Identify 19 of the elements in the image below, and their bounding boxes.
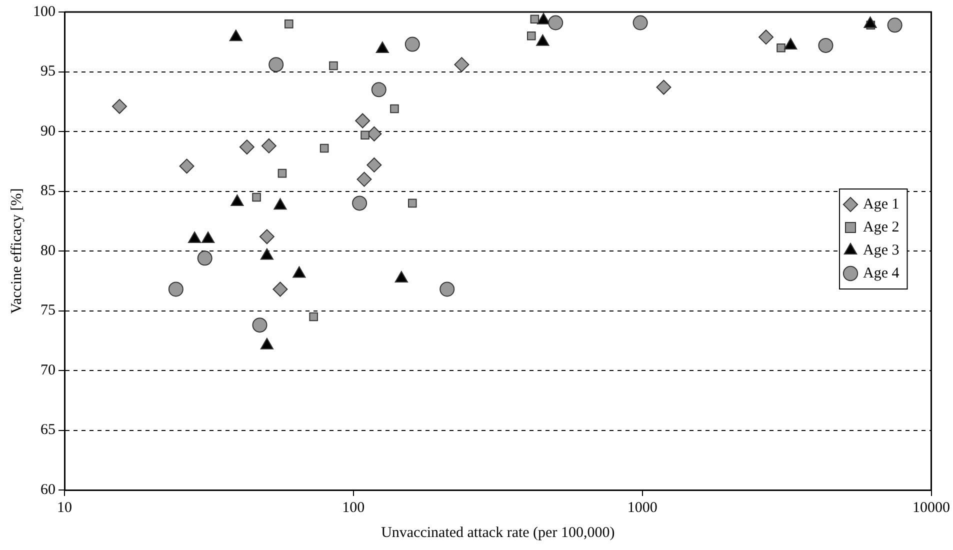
legend-label: Age 4 bbox=[863, 265, 900, 282]
y-tick-label: 65 bbox=[40, 422, 56, 438]
y-tick-label: 90 bbox=[40, 123, 56, 140]
x-tick-label: 100 bbox=[342, 500, 365, 516]
legend-label: Age 1 bbox=[863, 196, 900, 212]
x-tick-label: 10 bbox=[57, 500, 72, 516]
y-tick-label: 75 bbox=[40, 302, 56, 319]
legend-label: Age 2 bbox=[863, 219, 900, 236]
x-tick-label: 10000 bbox=[912, 500, 950, 516]
y-tick-label: 85 bbox=[40, 183, 56, 200]
y-tick-label: 80 bbox=[40, 242, 56, 259]
legend-label: Age 3 bbox=[863, 242, 900, 258]
y-tick-label: 70 bbox=[40, 362, 56, 378]
y-axis-title: Vaccine efficacy [%] bbox=[8, 188, 25, 314]
x-axis-title: Unvaccinated attack rate (per 100,000) bbox=[381, 524, 615, 541]
y-tick-label: 95 bbox=[40, 64, 56, 80]
x-tick-label: 1000 bbox=[627, 500, 658, 516]
y-tick-label: 100 bbox=[33, 4, 56, 20]
y-tick-label: 60 bbox=[40, 482, 56, 498]
